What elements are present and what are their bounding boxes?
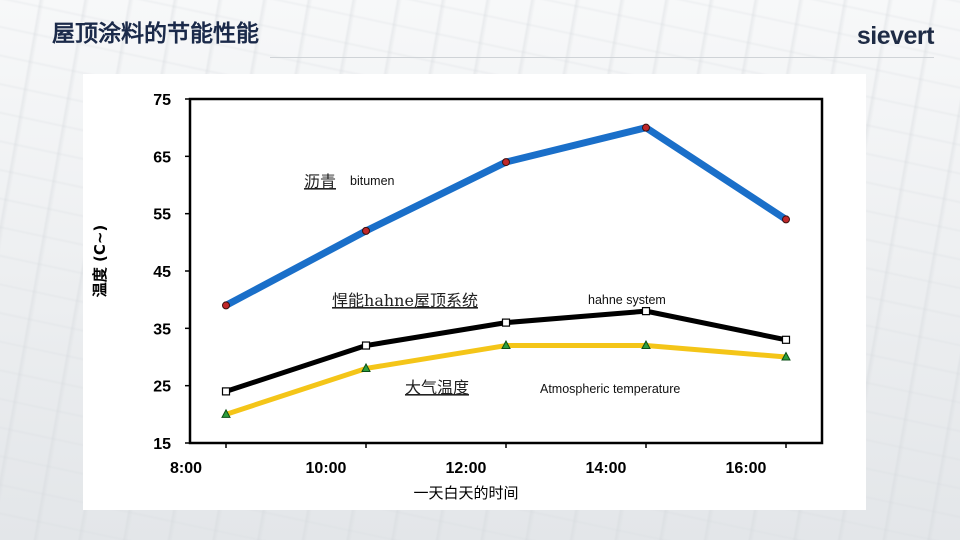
series-label-1: 沥青 [304,172,336,191]
y-tick-label: 55 [153,207,171,224]
data-point [221,408,231,418]
data-point [781,351,791,361]
x-axis-title: 一天白天的时间 [413,484,518,502]
data-point [362,226,370,235]
line-chart: 15 25 35 45 55 65 75 8:00 10:00 12:00 14:00 16:00 一天… [91,92,824,502]
series-label-en-1: bitumen [350,174,395,188]
x-tick-label: 16:00 [726,460,767,477]
data-point [501,339,511,350]
data-point [501,318,511,327]
y-tick-label: 35 [153,321,171,338]
data-point [361,362,371,372]
sievert-logo: sievert [856,22,935,51]
chart-panel: 15 25 35 45 55 65 75 8:00 10:00 12:00 14:00 16:00 一天… [83,74,866,510]
series-line-3 [223,343,789,417]
data-point [361,341,371,350]
logo-text: sievert [856,22,935,50]
y-tick-label: 15 [153,436,171,453]
x-tick-label: 10:00 [306,460,347,477]
series-label-en-2: hahne system [588,293,666,307]
title-divider [270,57,934,58]
data-point [641,339,651,350]
y-tick-label: 75 [153,92,171,109]
data-point [221,387,231,396]
y-tick-label: 65 [153,149,171,166]
x-tick-label: 8:00 [170,460,202,477]
series-label-en-3: Atmospheric temperature [540,382,680,396]
slide-title: 屋顶涂料的节能性能 [52,21,259,47]
data-point [641,307,651,316]
series-label-2: 悍能hahne屋顶系统 [332,291,478,310]
y-tick-label: 45 [153,264,171,281]
series-label-3: 大气温度 [405,378,469,397]
x-tick-label: 14:00 [586,460,627,477]
data-point [502,158,510,167]
data-point [222,301,230,310]
y-tick-label: 25 [153,379,171,396]
data-point [781,335,791,344]
x-tick-label: 12:00 [446,460,487,477]
y-axis-title: 温度 (C~) [91,225,109,298]
data-point [642,123,650,132]
series-line-1 [222,124,790,309]
data-point [782,215,790,224]
